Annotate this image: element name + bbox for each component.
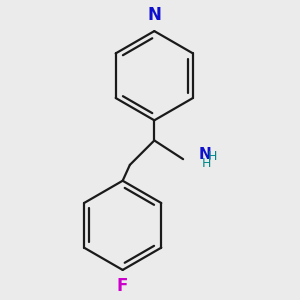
Text: N: N <box>199 147 212 162</box>
Text: N: N <box>147 6 161 24</box>
Text: H: H <box>208 150 218 163</box>
Text: H: H <box>202 157 211 170</box>
Text: F: F <box>117 277 128 295</box>
